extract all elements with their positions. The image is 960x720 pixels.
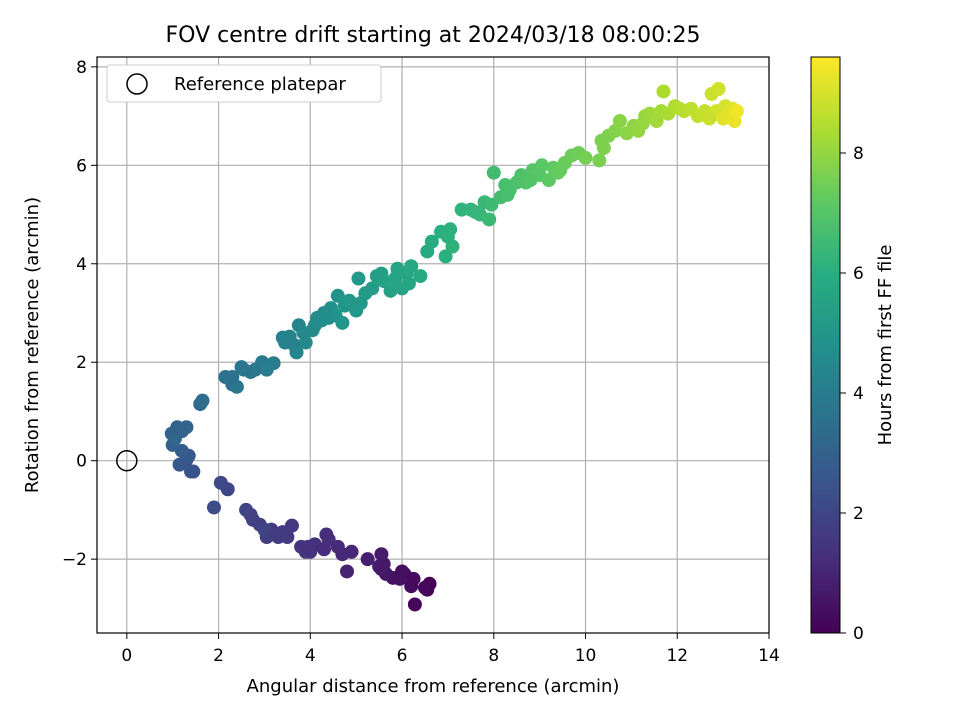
scatter-point bbox=[374, 562, 389, 576]
x-tick-label: 2 bbox=[213, 646, 224, 666]
scatter-point bbox=[206, 500, 221, 515]
scatter-point bbox=[438, 249, 453, 264]
scatter-point bbox=[278, 335, 293, 350]
scatter-point bbox=[578, 150, 593, 165]
scatter-point bbox=[486, 165, 501, 180]
colorbar bbox=[810, 56, 841, 634]
grid-lines bbox=[97, 57, 770, 633]
x-tick-label: 6 bbox=[397, 646, 408, 666]
scatter-point bbox=[225, 370, 240, 384]
y-axis-ticks: −2 0 2 4 6 8 bbox=[62, 58, 97, 570]
x-tick-label: 12 bbox=[666, 646, 688, 666]
scatter-point bbox=[406, 571, 421, 586]
scatter-point bbox=[360, 552, 375, 567]
scatter-point bbox=[468, 205, 483, 220]
scatter-point bbox=[346, 298, 361, 313]
scatter-point bbox=[307, 318, 322, 333]
x-axis-ticks: 0 2 4 6 8 10 12 14 bbox=[121, 633, 780, 666]
plot-frame bbox=[96, 56, 770, 634]
scatter-point bbox=[711, 82, 726, 96]
scatter-point bbox=[296, 325, 311, 340]
scatter-point bbox=[248, 362, 263, 377]
y-tick-label: −2 bbox=[62, 550, 87, 570]
scatter-point bbox=[635, 116, 650, 131]
scatter-point bbox=[424, 234, 439, 249]
y-tick-label: 2 bbox=[76, 353, 87, 373]
scatter-point bbox=[656, 84, 671, 99]
legend-entry: Reference platepar bbox=[174, 74, 346, 95]
scatter-point bbox=[239, 502, 254, 517]
colorbar-tick-label: 0 bbox=[853, 624, 864, 644]
scatter-point bbox=[245, 512, 260, 527]
y-tick-label: 8 bbox=[76, 58, 87, 78]
scatter-point bbox=[257, 522, 272, 537]
scatter-point bbox=[729, 104, 744, 119]
y-tick-label: 0 bbox=[76, 452, 87, 472]
reference-marker bbox=[116, 449, 138, 472]
scatter-point bbox=[351, 271, 366, 286]
scatter-point bbox=[184, 464, 199, 479]
x-axis-label: Angular distance from reference (arcmin) bbox=[247, 676, 620, 697]
scatter-point bbox=[702, 111, 717, 126]
scatter-point bbox=[404, 259, 419, 274]
chart-title: FOV centre drift starting at 2024/03/18 … bbox=[166, 23, 701, 48]
colorbar-tick-label: 4 bbox=[853, 384, 864, 404]
scatter-point bbox=[321, 310, 336, 325]
scatter-point bbox=[374, 547, 389, 562]
scatter-point bbox=[388, 271, 403, 286]
scatter-point bbox=[330, 288, 345, 303]
scatter-point bbox=[401, 276, 416, 291]
colorbar-label: Hours from first FF file bbox=[875, 245, 896, 446]
scatter-point bbox=[174, 424, 189, 439]
scatter-point bbox=[716, 111, 731, 126]
colorbar-tick-label: 6 bbox=[853, 264, 864, 284]
scatter-point bbox=[236, 362, 251, 377]
scatter-point bbox=[395, 564, 410, 579]
scatter-point bbox=[596, 141, 611, 156]
scatter-points bbox=[164, 82, 744, 612]
colorbar-tick-label: 2 bbox=[853, 504, 864, 524]
scatter-point bbox=[335, 315, 350, 330]
scatter-point bbox=[289, 345, 304, 360]
scatter-point bbox=[500, 187, 515, 202]
scatter-point bbox=[383, 283, 398, 298]
scatter-point bbox=[172, 457, 187, 472]
colorbar-tick-label: 8 bbox=[853, 144, 864, 164]
y-tick-label: 4 bbox=[76, 255, 87, 275]
y-axis-label: Rotation from reference (arcmin) bbox=[22, 197, 43, 493]
scatter-point bbox=[259, 362, 274, 377]
y-tick-label: 6 bbox=[76, 156, 87, 176]
scatter-point bbox=[592, 153, 607, 168]
scatter-point bbox=[417, 580, 432, 595]
scatter-point bbox=[407, 597, 422, 612]
scatter-point bbox=[365, 281, 380, 296]
scatter-point bbox=[482, 212, 497, 227]
legend-marker-icon bbox=[126, 73, 148, 95]
scatter-point bbox=[553, 163, 568, 178]
scatter-point bbox=[339, 564, 354, 579]
scatter-point bbox=[195, 393, 210, 408]
scatter-point bbox=[440, 229, 455, 244]
reference-point bbox=[116, 449, 138, 472]
scatter-point bbox=[612, 114, 627, 128]
legend: Reference platepar bbox=[106, 64, 382, 103]
legend-box bbox=[106, 64, 382, 103]
x-tick-label: 8 bbox=[488, 646, 499, 666]
scatter-point bbox=[301, 539, 316, 554]
scatter-point bbox=[413, 269, 428, 284]
x-tick-label: 4 bbox=[305, 646, 316, 666]
x-tick-label: 10 bbox=[575, 646, 597, 666]
x-tick-label: 0 bbox=[121, 646, 132, 666]
scatter-point bbox=[321, 532, 336, 547]
scatter-point bbox=[275, 525, 290, 540]
x-tick-label: 14 bbox=[758, 646, 780, 666]
colorbar-ticks: 0 2 4 6 8 bbox=[840, 144, 864, 644]
scatter-point bbox=[376, 274, 391, 288]
scatter-point bbox=[523, 173, 538, 188]
scatter-point bbox=[534, 158, 549, 173]
scatter-point bbox=[213, 475, 228, 490]
